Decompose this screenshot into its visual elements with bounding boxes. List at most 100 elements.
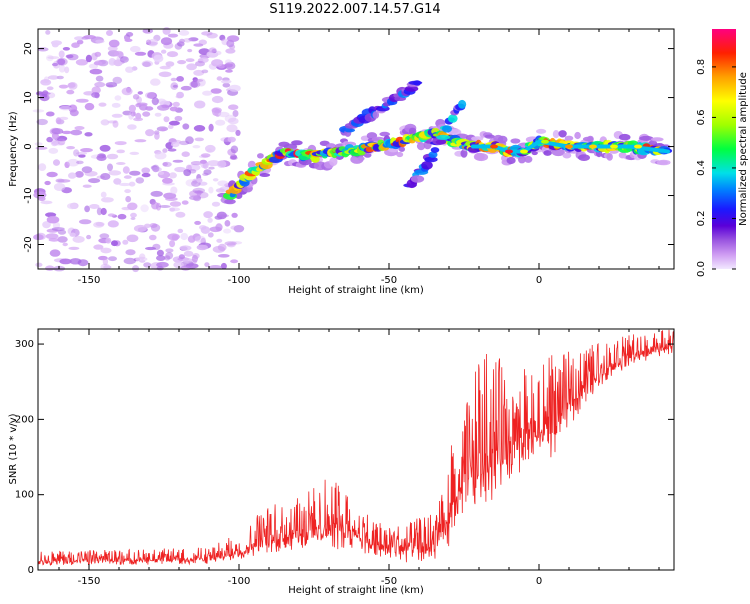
spectrogram-noise-blob [123, 257, 136, 265]
figure-title: S119.2022.007.14.57.G14 [269, 2, 440, 17]
snr-y-tick-label: 0 [28, 565, 34, 576]
spectrogram-band-peak [610, 144, 618, 149]
spectrogram-noise-blob [74, 126, 85, 130]
spectrogram-noise-blob [208, 123, 214, 132]
spectrogram-band-peak [634, 144, 642, 149]
spectrogram-noise-blob [132, 94, 140, 100]
spectrogram-noise-blob [180, 265, 191, 271]
spectrogram-noise-blob [217, 180, 229, 187]
spectrogram-noise-blob [176, 76, 185, 82]
spectrogram-noise-blob [125, 66, 134, 73]
spectrogram-noise-blob [154, 112, 162, 117]
snr-x-tick-label: -150 [78, 576, 101, 587]
spectrogram-noise-blob [227, 117, 239, 125]
spectrogram-noise-blob [56, 57, 68, 66]
spectrogram-band-halo-blob [396, 151, 404, 158]
spectrogram-noise-blob [199, 159, 207, 164]
spectrogram-band-peak [520, 149, 528, 154]
spectrogram-noise-blob [105, 82, 118, 88]
spectrogram-noise-blob [165, 248, 174, 253]
spectrogram-noise-blob [167, 33, 179, 38]
spectrogram-noise-blob [211, 107, 222, 114]
spectrogram-noise-blob [145, 246, 156, 251]
spectrogram-band-halo-blob [524, 155, 533, 163]
spectrogram-noise-blob [216, 76, 223, 81]
spectrogram-noise-blob [101, 197, 114, 203]
spectrogram-noise-blob [84, 102, 95, 111]
spectrogram-noise-blob [170, 77, 177, 82]
spectrogram-band-halo-blob [639, 135, 654, 141]
spectrogram-noise-blob [113, 50, 124, 57]
spectrogram-noise-blob [229, 156, 238, 160]
spectrogram-noise-blob [59, 258, 72, 265]
spectrogram-band-peak [589, 144, 597, 149]
spectrogram-noise-blob [107, 220, 119, 228]
spectrogram-noise-blob [99, 233, 110, 239]
spectrogram-band-halo-blob [518, 156, 526, 164]
snr-y-tick-label: 200 [15, 414, 34, 425]
spectrogram-noise-blob [133, 117, 144, 122]
spectrogram-noise-blob [217, 254, 230, 258]
spectrogram-lower-branch-blob [435, 139, 447, 145]
spectrogram-noise-blob [154, 152, 167, 160]
snr-marks [37, 329, 675, 566]
spectrogram-noise-blob [85, 54, 92, 63]
spectrogram-noise-blob [95, 39, 105, 44]
spectrogram-noise-blob [208, 186, 214, 194]
spectrogram-noise-blob [193, 125, 206, 132]
colorbar-tick-label: 0.4 [696, 160, 707, 176]
spectrogram-noise-blob [167, 148, 177, 152]
spectrogram-noise-blob [134, 139, 147, 143]
spectrogram-noise-blob [70, 129, 83, 136]
spectrogram-noise-blob [122, 166, 130, 174]
spectrogram-noise-blob [123, 175, 132, 179]
snr-series-line [37, 329, 675, 566]
spectrogram-noise-blob [196, 244, 208, 251]
spectrogram-noise-blob [209, 265, 222, 270]
spectrogram-band-halo-blob [510, 138, 521, 144]
spectrogram-noise-blob [167, 233, 180, 241]
spectrogram-noise-blob [224, 241, 237, 246]
spectrogram-noise-blob [169, 240, 176, 248]
spectrogram-noise-blob [170, 186, 178, 195]
spectrogram-noise-blob [48, 147, 59, 154]
spectrogram-noise-blob [45, 30, 51, 35]
spectrogram-noise-blob [94, 81, 106, 88]
spectrogram-band-halo-blob [474, 153, 489, 162]
spectrogram-noise-blob [35, 262, 43, 267]
spectrogram-noise-blob [95, 75, 104, 82]
spectrogram-noise-blob [68, 172, 77, 179]
snr-y-axis-label: SNR (10 * v/v) [8, 413, 19, 484]
spectrogram-noise-blob [142, 111, 151, 117]
spectrogram-noise-blob [99, 144, 111, 152]
spectrogram-noise-blob [225, 48, 236, 54]
spectrogram-noise-blob [141, 167, 150, 174]
spectrogram-band-halo-blob [606, 153, 613, 161]
spectrogram-noise-blob [65, 54, 74, 59]
spectrogram-noise-blob [51, 128, 64, 135]
spectrogram-noise-blob [225, 69, 233, 73]
spectrogram-noise-blob [43, 76, 50, 83]
spectrogram-noise-blob [127, 202, 138, 211]
spectrogram-noise-blob [151, 166, 162, 172]
spectrogram-noise-blob [130, 45, 141, 53]
spectrogram-noise-blob [215, 119, 226, 126]
spectrogram-noise-blob [114, 95, 122, 101]
spectrogram-upper-branch-blob [413, 80, 422, 86]
snr-x-axis-label: Height of straight line (km) [288, 585, 424, 596]
spectrogram-noise-blob [46, 54, 54, 62]
spectrogram-noise-blob [88, 178, 101, 184]
spectrogram-noise-blob [207, 160, 221, 167]
spectrogram-x-axis-label: Height of straight line (km) [288, 285, 424, 296]
spectrogram-noise-blob [201, 31, 213, 36]
spectrogram-noise-blob [81, 166, 93, 174]
spectrogram-noise-blob [211, 201, 221, 207]
spectrogram-noise-blob [34, 142, 43, 146]
spectrogram-noise-blob [206, 32, 218, 39]
spectrogram-noise-blob [108, 39, 120, 48]
spectrogram-noise-blob [169, 207, 176, 212]
spectrogram-band-halo-blob [224, 199, 236, 205]
spectrogram-noise-blob [75, 59, 88, 66]
spectrogram-noise-blob [80, 148, 93, 153]
